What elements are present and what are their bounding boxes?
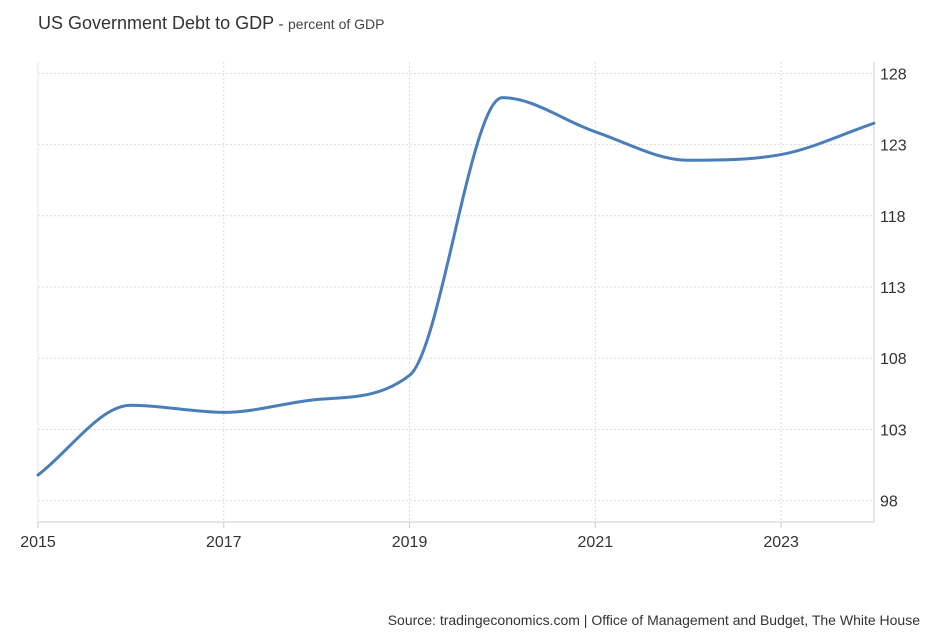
data-point [592,129,598,135]
x-tick-label: 2015 [20,534,56,551]
x-tick-label: 2017 [206,534,242,551]
x-tick-label: 2019 [392,534,428,551]
y-tick-label: 118 [880,209,906,226]
y-tick-label: 98 [880,494,898,511]
y-tick-label: 128 [880,66,907,83]
axes [37,62,875,528]
data-point [685,157,691,163]
tick-labels: 98 103 108 113 118 123 128 2015 2017 2019 2021 2023 [20,66,907,551]
data-point [35,472,41,478]
y-tick-label: 103 [880,422,907,439]
data-point [871,120,877,126]
data-point [314,397,320,403]
source-attribution: Source: tradingeconomics.com | Office of… [387,612,920,628]
x-tick-label: 2023 [763,534,799,551]
chart-subtitle: percent of GDP [288,16,385,32]
data-point [778,152,784,158]
series-line-0 [36,96,876,477]
y-tick-label: 108 [880,351,907,368]
y-tick-label: 113 [880,280,906,297]
data-point [128,402,134,408]
title-separator: - [278,16,284,33]
series-layer [35,95,877,478]
y-tick-label: 123 [880,138,907,155]
chart-title: US Government Debt to GDP [38,13,275,33]
chart-header: US Government Debt to GDP - percent of G… [38,13,385,34]
data-point [499,95,505,101]
grid-lines [37,62,874,522]
data-point [221,409,227,415]
x-tick-label: 2021 [578,534,614,551]
data-point [407,372,413,378]
